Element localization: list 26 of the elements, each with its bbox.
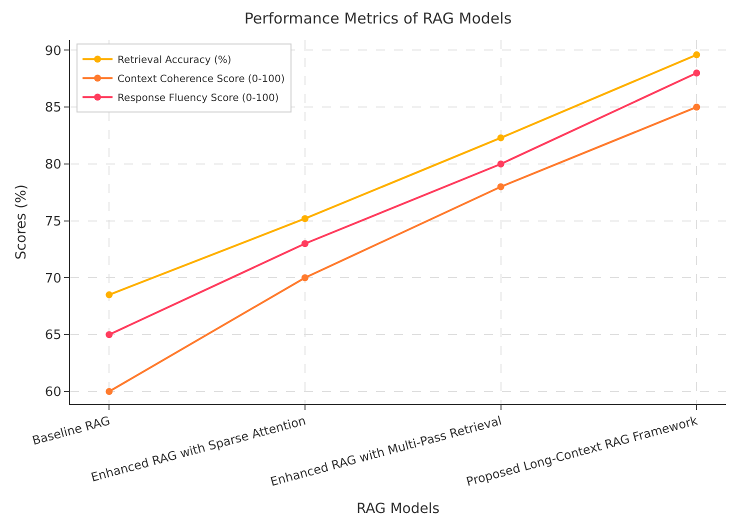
point [106, 291, 113, 298]
point [693, 51, 700, 58]
legend-label: Retrieval Accuracy (%) [118, 55, 232, 66]
chart-title: Performance Metrics of RAG Models [244, 10, 512, 28]
x-axis-title: RAG Models [356, 501, 440, 518]
legend-label: Response Fluency Score (0-100) [118, 93, 279, 104]
y-axis-title: Scores (%) [13, 184, 30, 260]
y-tick-label: 70 [44, 271, 62, 286]
y-tick-label: 65 [44, 328, 62, 344]
point [301, 215, 308, 222]
point [693, 69, 700, 76]
y-tick-label: 75 [44, 214, 62, 230]
point [693, 104, 700, 111]
y-tick-label: 90 [44, 44, 62, 59]
point [497, 134, 504, 142]
y-tick-label: 80 [44, 158, 62, 173]
point [106, 331, 113, 338]
y-tick-label: 85 [44, 100, 62, 116]
point [497, 183, 504, 190]
point [497, 160, 504, 168]
x-tick-label: Baseline RAG [30, 414, 112, 448]
point [106, 388, 113, 395]
point [301, 274, 308, 282]
y-tick-label: 60 [44, 385, 62, 400]
legend-label: Context Coherence Score (0-100) [118, 74, 285, 86]
point [301, 240, 308, 248]
